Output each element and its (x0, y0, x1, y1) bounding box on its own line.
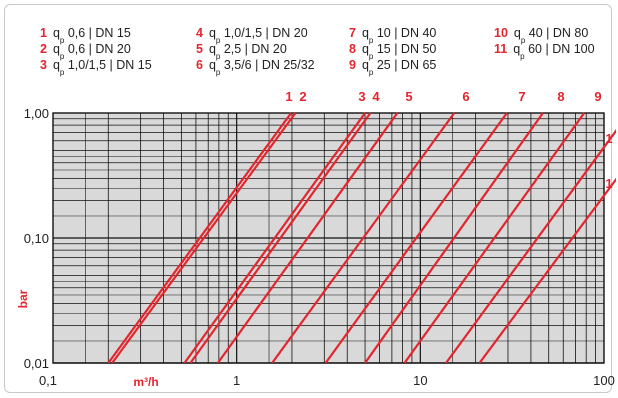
legend-text: 3,5/6 | DN 25/32 (220, 58, 315, 72)
legend-q-subscript: p (520, 35, 526, 45)
series-label-6: 6 (462, 89, 469, 104)
plot-border (52, 112, 605, 364)
x-tick-label: 100 (593, 373, 615, 388)
legend-text: 1,0/1,5 | DN 20 (220, 26, 308, 40)
x-tick-label: 0,1 (39, 373, 57, 388)
legend-number: 5 (196, 42, 203, 56)
legend-item-4: 4 qp 1,0/1,5 | DN 20 (196, 26, 308, 46)
series-line-1 (107, 112, 293, 363)
series-label-1: 1 (285, 89, 292, 104)
legend-q-symbol: qp (361, 42, 374, 61)
legend-text: 2,5 | DN 20 (220, 42, 287, 56)
legend-number: 8 (349, 42, 356, 56)
legend-text: 10 | DN 40 (373, 26, 437, 40)
legend-text: 40 | DN 80 (525, 26, 589, 40)
y-axis-label: bar (16, 289, 30, 308)
legend-q-subscript: p (215, 67, 221, 77)
legend-q-subscript: p (59, 67, 65, 77)
series-label-4: 4 (372, 89, 380, 104)
x-axis-label: m³/h (133, 375, 158, 389)
legend-q-symbol: qp (208, 26, 221, 45)
legend-number: 9 (349, 58, 356, 72)
series-line-6 (271, 112, 456, 363)
legend-number: 7 (349, 26, 356, 40)
series-label-9: 9 (594, 89, 601, 104)
legend-q-subscript: p (215, 51, 221, 61)
legend-q-symbol: qp (52, 26, 65, 45)
series-line-8 (364, 112, 544, 363)
legend-q-symbol: qp (361, 26, 374, 45)
series-line-7 (324, 112, 508, 363)
legend-number: 3 (40, 58, 47, 72)
series-line-3 (183, 112, 366, 363)
legend-q-symbol: qp (208, 42, 221, 61)
legend-number: 11 (494, 42, 508, 56)
legend-item-11: 11 qp 60 | DN 100 (494, 42, 595, 62)
legend-q-symbol: qp (513, 26, 526, 45)
series-line-5 (216, 112, 399, 363)
legend-q-subscript: p (520, 51, 525, 61)
series-line-10 (445, 129, 616, 363)
legend-text: 15 | DN 50 (373, 42, 437, 56)
legend-item-10: 10 qp 40 | DN 80 (494, 26, 588, 46)
series-line-9 (403, 112, 586, 363)
legend-item-5: 5 qp 2,5 | DN 20 (196, 42, 287, 62)
legend-item-9: 9 qp 25 | DN 65 (349, 58, 436, 78)
series-label-5: 5 (405, 89, 412, 104)
x-tick-label: 1 (233, 373, 240, 388)
legend-text: 25 | DN 65 (373, 58, 437, 72)
legend-text: 0,6 | DN 20 (64, 42, 131, 56)
chart-frame (4, 4, 612, 393)
series-label-7: 7 (518, 89, 525, 104)
y-tick-label: 1,00 (24, 106, 49, 121)
legend-text: 0,6 | DN 15 (64, 26, 131, 40)
legend-item-2: 2 qp 0,6 | DN 20 (40, 42, 131, 62)
series-label-2: 2 (299, 89, 306, 104)
legend-text: 1,0/1,5 | DN 15 (64, 58, 152, 72)
legend-q-symbol: qp (52, 42, 65, 61)
legend-item-8: 8 qp 15 | DN 50 (349, 42, 436, 62)
series-line-4 (189, 112, 372, 363)
series-label-11: 1 (605, 176, 612, 191)
legend-number: 6 (196, 58, 203, 72)
legend-q-subscript: p (59, 35, 65, 45)
legend-q-symbol: qp (208, 58, 221, 77)
legend-q-subscript: p (215, 35, 221, 45)
legend-q-subscript: p (368, 35, 374, 45)
series-label-3: 3 (358, 89, 365, 104)
legend-q-symbol: qp (361, 58, 374, 77)
legend-q-subscript: p (59, 51, 65, 61)
legend-number: 4 (196, 26, 203, 40)
legend-item-7: 7 qp 10 | DN 40 (349, 26, 436, 46)
legend-text: 60 | DN 100 (524, 42, 595, 56)
legend-q-subscript: p (368, 51, 374, 61)
y-tick-label: 0,01 (24, 356, 49, 371)
legend-number: 1 (40, 26, 47, 40)
legend-q-symbol: qp (52, 58, 65, 77)
legend-number: 2 (40, 42, 47, 56)
legend-q-subscript: p (368, 67, 374, 77)
legend-number: 10 (494, 26, 508, 40)
y-tick-label: 0,10 (24, 231, 49, 246)
series-line-2 (111, 112, 297, 363)
series-line-11 (478, 177, 616, 363)
series-label-10: 1 (605, 131, 612, 146)
legend-item-3: 3 qp 1,0/1,5 | DN 15 (40, 58, 152, 78)
x-tick-label: 10 (413, 373, 427, 388)
legend-q-symbol: qp (513, 42, 525, 61)
series-label-8: 8 (557, 89, 564, 104)
legend-item-6: 6 qp 3,5/6 | DN 25/32 (196, 58, 315, 78)
legend-item-1: 1 qp 0,6 | DN 15 (40, 26, 131, 46)
